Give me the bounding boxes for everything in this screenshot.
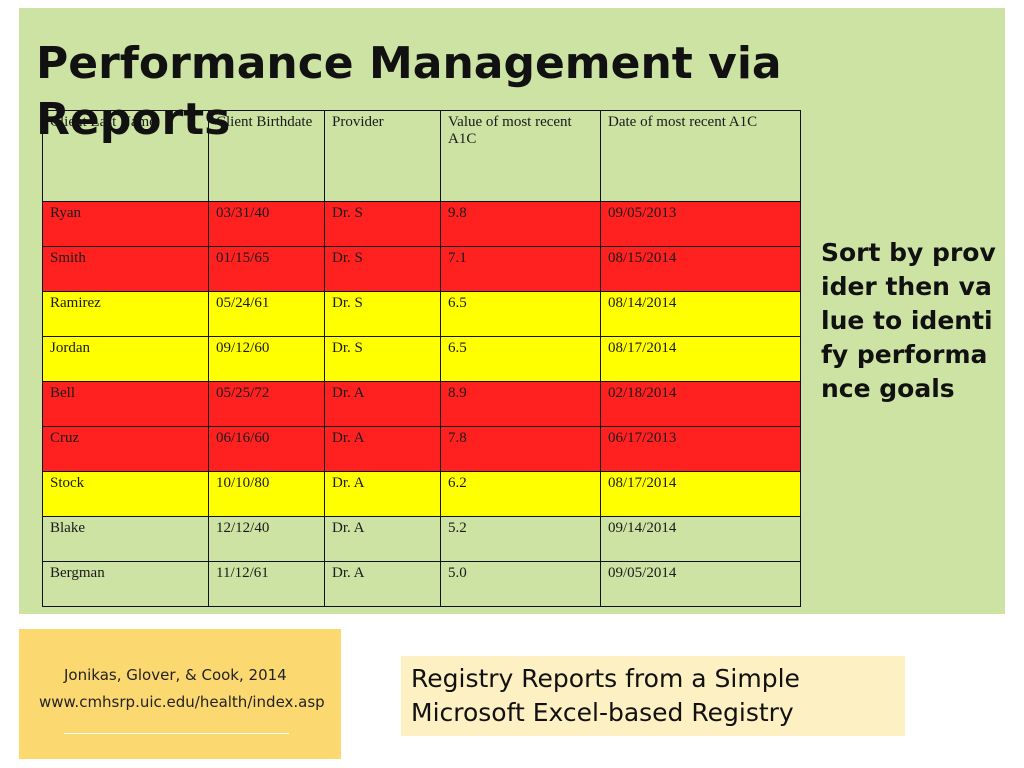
cell-provider: Dr. S xyxy=(324,336,441,382)
cell-provider: Dr. A xyxy=(324,471,441,517)
caption-box xyxy=(401,656,905,736)
slide-title: Performance Management via Reports xyxy=(36,38,782,145)
cell-client-last-name: Bergman xyxy=(42,561,209,607)
cell-client-birthdate: 10/10/80 xyxy=(208,471,325,517)
column-header-provider: Provider xyxy=(324,110,441,202)
cell-a1c-value: 6.5 xyxy=(440,291,601,337)
cell-a1c-date: 09/05/2014 xyxy=(600,561,801,607)
registry-table: Client Last Name Client Birthdate Provid… xyxy=(42,110,801,607)
table-row: Bell 05/25/72 Dr. A 8.9 02/18/2014 xyxy=(42,381,801,427)
table-row: Ramirez 05/24/61 Dr. S 6.5 08/14/2014 xyxy=(42,291,801,337)
cell-client-last-name: Ryan xyxy=(42,201,209,247)
cell-client-last-name: Blake xyxy=(42,516,209,562)
cell-a1c-date: 09/05/2013 xyxy=(600,201,801,247)
cell-client-last-name: Stock xyxy=(42,471,209,517)
citation-divider xyxy=(64,733,289,734)
column-header-a1c-date: Date of most recent A1C xyxy=(600,110,801,202)
table-header-row: Client Last Name Client Birthdate Provid… xyxy=(42,110,801,202)
cell-client-last-name: Ramirez xyxy=(42,291,209,337)
cell-a1c-value: 7.1 xyxy=(440,246,601,292)
cell-a1c-value: 8.9 xyxy=(440,381,601,427)
cell-provider: Dr. S xyxy=(324,246,441,292)
cell-client-birthdate: 05/25/72 xyxy=(208,381,325,427)
table-row: Jordan 09/12/60 Dr. S 6.5 08/17/2014 xyxy=(42,336,801,382)
cell-client-birthdate: 12/12/40 xyxy=(208,516,325,562)
cell-client-birthdate: 06/16/60 xyxy=(208,426,325,472)
cell-client-birthdate: 11/12/61 xyxy=(208,561,325,607)
cell-a1c-value: 5.2 xyxy=(440,516,601,562)
cell-a1c-value: 6.5 xyxy=(440,336,601,382)
cell-a1c-date: 08/14/2014 xyxy=(600,291,801,337)
cell-a1c-value: 5.0 xyxy=(440,561,601,607)
citation-url: www.cmhsrp.uic.edu/health/index.asp xyxy=(39,693,325,711)
table-row: Bergman 11/12/61 Dr. A 5.0 09/05/2014 xyxy=(42,561,801,607)
cell-provider: Dr. A xyxy=(324,561,441,607)
table-row: Blake 12/12/40 Dr. A 5.2 09/14/2014 xyxy=(42,516,801,562)
cell-provider: Dr. S xyxy=(324,201,441,247)
cell-provider: Dr. A xyxy=(324,516,441,562)
cell-a1c-date: 08/17/2014 xyxy=(600,471,801,517)
citation-authors: Jonikas, Glover, & Cook, 2014 xyxy=(64,666,287,684)
cell-client-birthdate: 09/12/60 xyxy=(208,336,325,382)
cell-a1c-date: 08/17/2014 xyxy=(600,336,801,382)
table-row: Ryan 03/31/40 Dr. S 9.8 09/05/2013 xyxy=(42,201,801,247)
cell-client-last-name: Cruz xyxy=(42,426,209,472)
cell-client-last-name: Jordan xyxy=(42,336,209,382)
cell-client-birthdate: 03/31/40 xyxy=(208,201,325,247)
column-header-client-birthdate: Client Birthdate xyxy=(208,110,325,202)
side-note: Sort by provider then value to identify … xyxy=(821,238,996,403)
cell-a1c-date: 08/15/2014 xyxy=(600,246,801,292)
cell-client-last-name: Bell xyxy=(42,381,209,427)
table-row: Smith 01/15/65 Dr. S 7.1 08/15/2014 xyxy=(42,246,801,292)
citation-box xyxy=(19,629,341,759)
cell-a1c-value: 7.8 xyxy=(440,426,601,472)
table-row: Stock 10/10/80 Dr. A 6.2 08/17/2014 xyxy=(42,471,801,517)
cell-a1c-value: 9.8 xyxy=(440,201,601,247)
cell-a1c-date: 02/18/2014 xyxy=(600,381,801,427)
cell-client-birthdate: 05/24/61 xyxy=(208,291,325,337)
cell-provider: Dr. A xyxy=(324,426,441,472)
cell-provider: Dr. S xyxy=(324,291,441,337)
cell-a1c-value: 6.2 xyxy=(440,471,601,517)
cell-client-birthdate: 01/15/65 xyxy=(208,246,325,292)
cell-provider: Dr. A xyxy=(324,381,441,427)
table-row: Cruz 06/16/60 Dr. A 7.8 06/17/2013 xyxy=(42,426,801,472)
caption-text: Registry Reports from a Simple Microsoft… xyxy=(411,664,800,727)
cell-client-last-name: Smith xyxy=(42,246,209,292)
cell-a1c-date: 09/14/2014 xyxy=(600,516,801,562)
cell-a1c-date: 06/17/2013 xyxy=(600,426,801,472)
column-header-client-last-name: Client Last Name xyxy=(42,110,209,202)
